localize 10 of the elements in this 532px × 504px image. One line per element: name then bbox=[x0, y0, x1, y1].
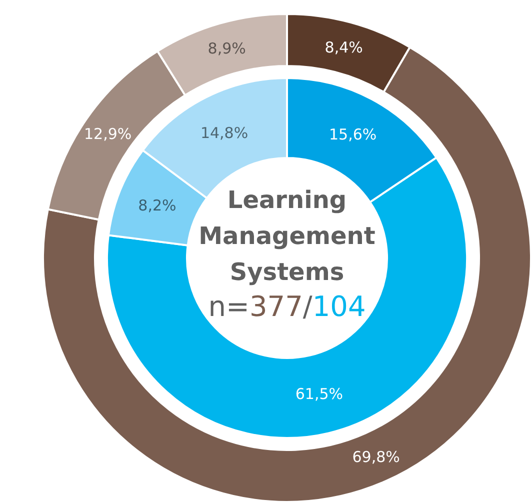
data-label: 15,6% bbox=[329, 125, 377, 144]
text: Learning Management Systems bbox=[198, 186, 376, 286]
data-label: 8,9% bbox=[208, 39, 246, 58]
data-label: 14,8% bbox=[200, 124, 248, 142]
data-label: 8,4% bbox=[324, 38, 363, 57]
data-label: 69,8% bbox=[352, 448, 400, 466]
text: n=377/104 bbox=[208, 290, 366, 323]
data-label: 12,9% bbox=[84, 124, 132, 143]
data-label: 61,5% bbox=[295, 385, 344, 404]
data-label: 8,2% bbox=[138, 196, 176, 214]
